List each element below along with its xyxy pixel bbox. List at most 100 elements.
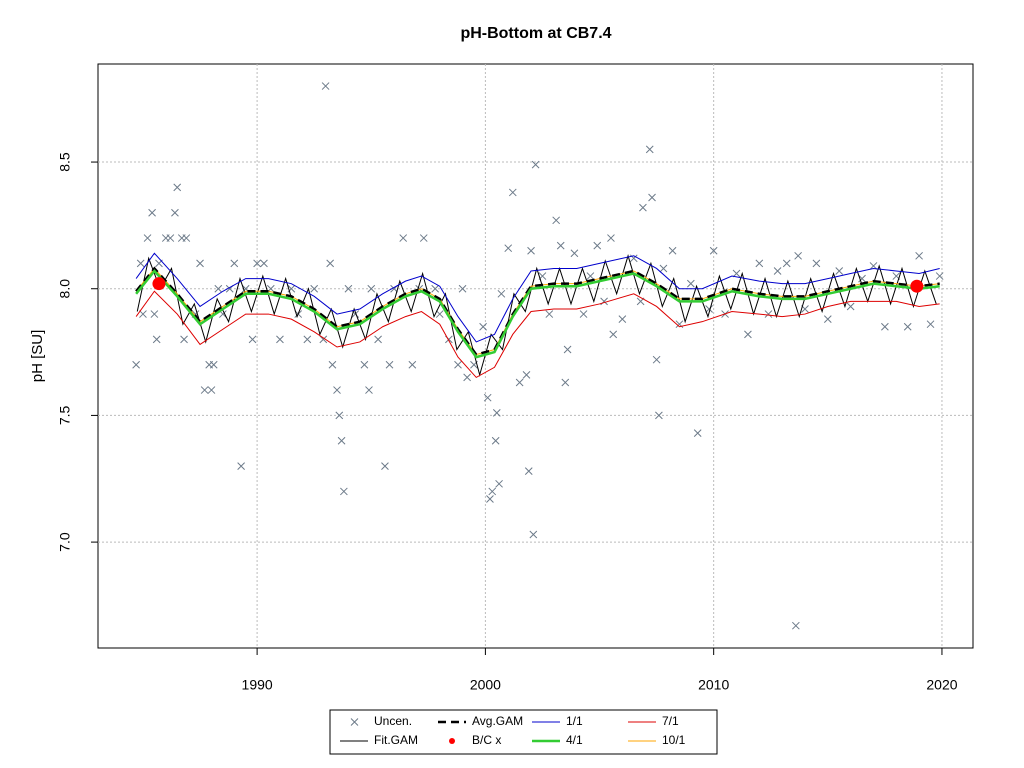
scatter-point bbox=[823, 315, 832, 323]
scatter-point bbox=[744, 330, 752, 339]
scatter-point bbox=[214, 284, 223, 293]
scatter-point bbox=[709, 246, 718, 255]
x-tick-label: 2020 bbox=[926, 677, 957, 693]
scatter-point bbox=[648, 193, 656, 202]
scatter-point bbox=[794, 251, 802, 260]
legend-item: 4/1 bbox=[532, 733, 583, 747]
legend-label: Avg.GAM bbox=[472, 714, 523, 728]
scatter-point bbox=[360, 360, 369, 369]
scatter-point bbox=[508, 188, 517, 197]
scatter-point bbox=[561, 378, 570, 387]
scatter-point bbox=[497, 289, 506, 298]
scatter-point bbox=[570, 249, 579, 258]
scatter-point bbox=[152, 335, 161, 344]
scatter-point bbox=[260, 259, 268, 268]
scatter-point bbox=[659, 264, 668, 273]
scatter-point bbox=[488, 487, 497, 496]
scatter-point bbox=[328, 360, 337, 369]
scatter-point bbox=[652, 355, 661, 364]
scatter-point bbox=[792, 621, 800, 630]
scatter-point bbox=[686, 279, 695, 288]
x-tick-label: 2010 bbox=[698, 677, 729, 693]
scatter-point bbox=[655, 411, 663, 420]
scatter-point bbox=[303, 335, 312, 344]
series-line bbox=[135, 269, 940, 359]
scatter-point bbox=[463, 373, 471, 382]
scatter-point bbox=[150, 310, 159, 318]
scatter-point bbox=[385, 360, 394, 369]
scatter-point bbox=[492, 409, 501, 417]
y-tick-label: 7.0 bbox=[57, 532, 73, 552]
scatter-point bbox=[639, 203, 647, 212]
x-tick-label: 1990 bbox=[242, 677, 273, 693]
scatter-point bbox=[333, 386, 341, 394]
scatter-point bbox=[171, 208, 179, 217]
scatter-point bbox=[579, 310, 588, 318]
scatter-point bbox=[136, 259, 145, 268]
scatter-point bbox=[545, 310, 554, 318]
scatter-point bbox=[926, 320, 935, 329]
bc-point bbox=[910, 279, 924, 293]
scatter-point bbox=[319, 335, 328, 344]
y-tick-label: 7.5 bbox=[57, 405, 73, 425]
legend-item: 1/1 bbox=[532, 714, 583, 728]
legend-item: Avg.GAM bbox=[438, 714, 523, 728]
x-tick-label: 2000 bbox=[470, 677, 501, 693]
scatter-point bbox=[344, 284, 353, 293]
scatter-point bbox=[209, 360, 218, 369]
scatter-point bbox=[479, 322, 487, 331]
scatter-point bbox=[148, 208, 156, 217]
legend-label: 4/1 bbox=[566, 733, 583, 747]
scatter-point bbox=[755, 259, 764, 268]
scatter-point bbox=[310, 284, 319, 293]
series-line bbox=[136, 254, 937, 377]
scatter-point bbox=[586, 272, 595, 280]
scatter-point bbox=[200, 386, 209, 394]
scatter-point bbox=[276, 335, 284, 344]
scatter-point bbox=[618, 315, 627, 323]
series-line bbox=[135, 266, 940, 357]
scatter-point bbox=[180, 335, 188, 344]
scatter-point bbox=[340, 487, 348, 496]
scatter-point bbox=[248, 335, 257, 344]
scatter-point bbox=[531, 160, 540, 169]
scatter-point bbox=[196, 259, 204, 268]
legend-box bbox=[329, 709, 718, 755]
scatter-point bbox=[365, 386, 373, 394]
scatter-point bbox=[143, 234, 152, 242]
scatter-point bbox=[495, 479, 503, 488]
scatter-point bbox=[515, 378, 524, 387]
scatter-point bbox=[764, 310, 773, 318]
plot-area bbox=[132, 82, 944, 630]
scatter-point bbox=[230, 259, 239, 268]
series-line bbox=[135, 290, 940, 379]
scatter-point bbox=[458, 284, 467, 293]
scatter-point bbox=[668, 246, 677, 255]
scatter-point bbox=[609, 330, 618, 339]
scatter-point bbox=[812, 259, 821, 268]
scatter-point bbox=[732, 269, 741, 278]
scatter-point bbox=[552, 216, 561, 225]
scatter-point bbox=[563, 345, 572, 354]
scatter-point bbox=[773, 267, 782, 275]
series-line bbox=[135, 252, 940, 343]
scatter-point bbox=[705, 305, 713, 313]
legend-label: 1/1 bbox=[566, 714, 583, 728]
scatter-point bbox=[435, 310, 444, 318]
scatter-point bbox=[915, 251, 923, 260]
legend-item: 10/1 bbox=[628, 733, 686, 747]
scatter-point bbox=[419, 234, 428, 242]
scatter-point bbox=[381, 462, 389, 470]
bc-point bbox=[152, 277, 166, 291]
scatter-point bbox=[483, 393, 492, 402]
scatter-point bbox=[593, 241, 602, 250]
legend-label: Uncen. bbox=[374, 714, 412, 728]
scatter-point bbox=[858, 274, 866, 283]
legend-item: 7/1 bbox=[628, 714, 679, 728]
legend-item: B/C x bbox=[449, 733, 501, 747]
scatter-point bbox=[173, 183, 182, 192]
scatter-point bbox=[782, 259, 791, 268]
scatter-point bbox=[527, 246, 535, 255]
y-axis-title: pH [SU] bbox=[29, 330, 46, 383]
legend-label: Fit.GAM bbox=[374, 733, 418, 747]
